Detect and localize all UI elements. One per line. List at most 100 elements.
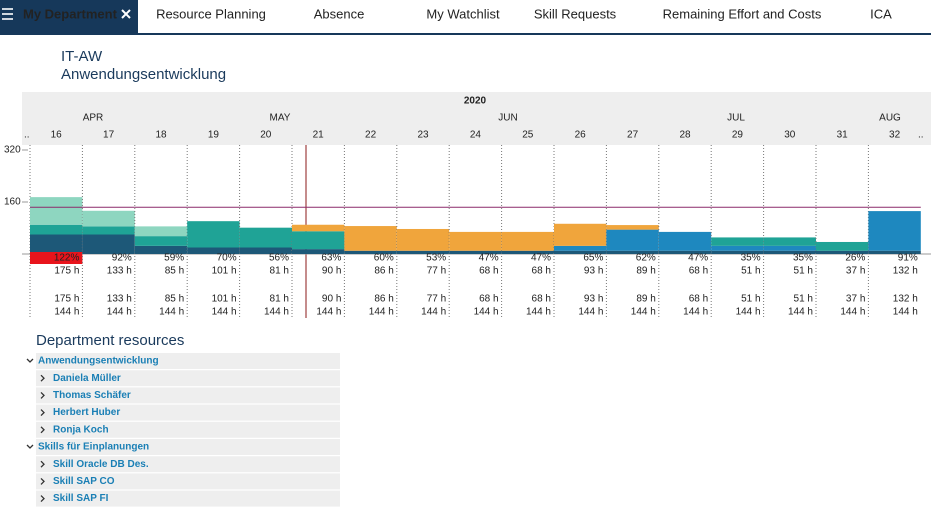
tree-chevron[interactable]: [40, 495, 45, 503]
page-title: IT-AW: [61, 48, 103, 65]
tree-row-bg: [36, 353, 340, 369]
tab[interactable]: Resource Planning: [156, 6, 266, 21]
tab[interactable]: My Watchlist: [426, 6, 500, 21]
hours-label: 90 h: [322, 294, 341, 305]
menu-icon[interactable]: [2, 8, 13, 20]
week-label: 17: [103, 130, 115, 141]
close-icon[interactable]: [121, 9, 131, 19]
bar-segment: [501, 250, 554, 254]
resource-item[interactable]: Thomas Schäfer: [53, 390, 131, 401]
load-label: 122%: [54, 253, 80, 264]
capacity-label: 144 h: [54, 307, 79, 318]
capacity-label: 144 h: [421, 307, 446, 318]
bar-segment: [711, 245, 764, 251]
resource-item[interactable]: Skill Oracle DB Des.: [53, 459, 149, 470]
bar-segment: [816, 250, 869, 254]
tree-chevron[interactable]: [40, 409, 45, 417]
tree-chevron[interactable]: [26, 444, 34, 449]
capacity-label: 144 h: [474, 307, 499, 318]
load-label: 91%: [898, 253, 918, 264]
resource-item[interactable]: Herbert Huber: [53, 407, 120, 418]
tree-chevron[interactable]: [26, 358, 34, 363]
tab[interactable]: ICA: [870, 6, 892, 21]
load-label: 47%: [479, 253, 499, 264]
bar-segment: [292, 249, 345, 254]
hours-label: 93 h: [584, 266, 603, 277]
tab-bar: [0, 0, 931, 35]
bar-segment: [82, 234, 135, 254]
bar-segment: [606, 250, 659, 254]
hours-label: 77 h: [427, 294, 446, 305]
capacity-label: 144 h: [840, 307, 865, 318]
tree-row-bg: [36, 490, 340, 507]
bar-segment: [763, 250, 816, 254]
tree-chevron[interactable]: [40, 477, 45, 485]
bar-segment: [187, 247, 240, 254]
bar-segment: [554, 223, 607, 246]
capacity-label: 144 h: [107, 307, 132, 318]
more-right: ..: [918, 130, 924, 141]
bar-segment: [344, 250, 397, 254]
bar-segment: [816, 241, 869, 251]
load-label: 56%: [269, 253, 289, 264]
hours-label: 85 h: [165, 266, 184, 277]
resource-group[interactable]: Anwendungsentwicklung: [38, 356, 159, 367]
tree-chevron[interactable]: [40, 391, 45, 399]
bar-segment: [501, 231, 554, 251]
bar-segment: [449, 231, 502, 251]
bar-segment: [449, 250, 502, 254]
timeline-header: [22, 92, 931, 145]
bar-segment: [344, 226, 397, 251]
load-label: 35%: [793, 253, 813, 264]
hours-label: 37 h: [846, 266, 865, 277]
bar-segment: [292, 231, 345, 250]
resource-item[interactable]: Ronja Koch: [53, 424, 109, 435]
hours-label: 133 h: [107, 266, 132, 277]
capacity-label: 144 h: [736, 307, 761, 318]
week-label: 30: [784, 130, 796, 141]
week-label: 18: [155, 130, 167, 141]
tab[interactable]: Remaining Effort and Costs: [663, 6, 822, 21]
bar-segment: [763, 237, 816, 246]
week-label: 19: [208, 130, 220, 141]
tree-chevron[interactable]: [40, 460, 45, 468]
bar-segment: [711, 237, 764, 246]
bar-segment: [30, 197, 83, 225]
hours-label: 51 h: [741, 294, 760, 305]
load-label: 62%: [636, 253, 656, 264]
hours-label: 68 h: [532, 266, 551, 277]
resource-item[interactable]: Skill SAP FI: [53, 493, 109, 504]
capacity-label: 144 h: [212, 307, 237, 318]
hours-label: 86 h: [374, 294, 393, 305]
tab[interactable]: Skill Requests: [534, 6, 617, 21]
month-label: AUG: [879, 113, 901, 124]
week-label: 25: [522, 130, 534, 141]
load-label: 47%: [531, 253, 551, 264]
week-label: 22: [365, 130, 377, 141]
hours-label: 51 h: [741, 266, 760, 277]
bar-segment: [868, 250, 921, 254]
resource-group[interactable]: Skills für Einplanungen: [38, 442, 149, 453]
section-title: Department resources: [36, 332, 184, 349]
tree-chevron[interactable]: [40, 426, 45, 434]
week-label: 20: [260, 130, 272, 141]
week-label: 31: [837, 130, 849, 141]
tree-chevron[interactable]: [40, 374, 45, 382]
tab[interactable]: Absence: [314, 6, 365, 21]
tab[interactable]: My Department: [23, 6, 118, 21]
hours-label: 175 h: [54, 294, 79, 305]
resource-item[interactable]: Daniela Müller: [53, 373, 121, 384]
tree-row-bg: [36, 456, 340, 473]
hours-label: 101 h: [212, 266, 237, 277]
resource-item[interactable]: Skill SAP CO: [53, 476, 115, 487]
load-label: 26%: [845, 253, 865, 264]
tree-row-bg: [36, 473, 340, 490]
y-tick-label: 320: [4, 145, 21, 156]
hours-label: 93 h: [584, 294, 603, 305]
week-label: 26: [575, 130, 587, 141]
tree-row-bg: [36, 404, 340, 421]
hours-label: 132 h: [893, 294, 918, 305]
capacity-label: 144 h: [631, 307, 656, 318]
